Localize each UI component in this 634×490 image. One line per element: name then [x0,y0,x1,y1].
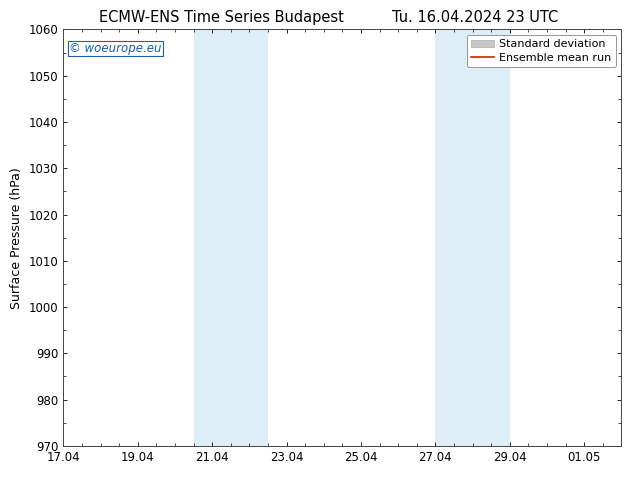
Text: ECMW-ENS Time Series Budapest: ECMW-ENS Time Series Budapest [100,10,344,25]
Text: © woeurope.eu: © woeurope.eu [69,42,162,55]
Y-axis label: Surface Pressure (hPa): Surface Pressure (hPa) [10,167,23,309]
Bar [193,29,268,446]
Legend: Standard deviation, Ensemble mean run: Standard deviation, Ensemble mean run [467,35,616,67]
Text: Tu. 16.04.2024 23 UTC: Tu. 16.04.2024 23 UTC [392,10,559,25]
Bar [436,29,510,446]
